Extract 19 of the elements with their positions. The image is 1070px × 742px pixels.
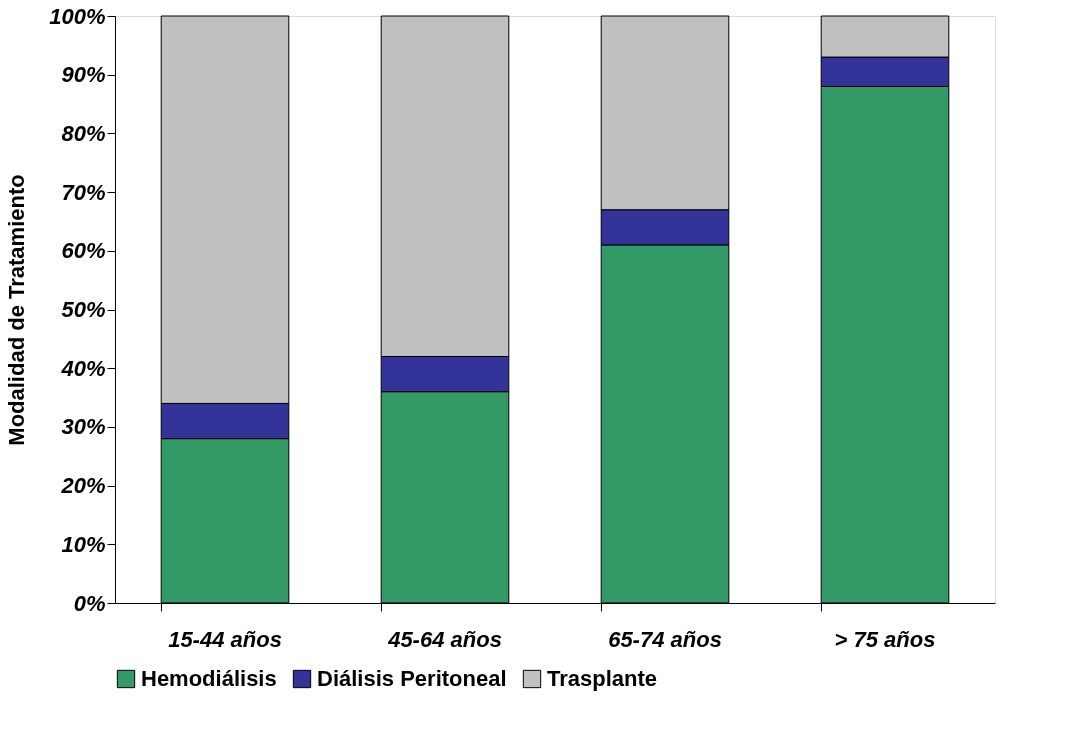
y-tick-label: 0% — [73, 590, 106, 616]
y-tick-label: 50% — [61, 297, 106, 322]
x-tick-label: 45-64 años — [387, 626, 502, 652]
y-tick-label: 60% — [61, 238, 106, 264]
y-tick-label: 80% — [61, 120, 106, 146]
x-tick-label: > 75 años — [834, 626, 936, 652]
y-tick-label: 90% — [61, 62, 106, 88]
y-tick-label: 30% — [61, 414, 106, 440]
y-tick-label: 40% — [60, 355, 106, 381]
x-tick-label: 15-44 años — [168, 626, 282, 652]
y-tick-label: 10% — [61, 531, 106, 557]
y-axis-title: Modalidad de Tratamiento — [4, 174, 30, 446]
y-tick-label: 20% — [60, 473, 106, 499]
legend-label: Trasplante — [547, 666, 658, 691]
y-tick-label: 70% — [61, 179, 106, 205]
legend-label: Diálisis Peritoneal — [317, 666, 507, 691]
legend-label: Hemodiálisis — [141, 666, 277, 691]
x-tick-label: 65-74 años — [608, 626, 722, 652]
y-tick-label: 100% — [49, 3, 106, 29]
